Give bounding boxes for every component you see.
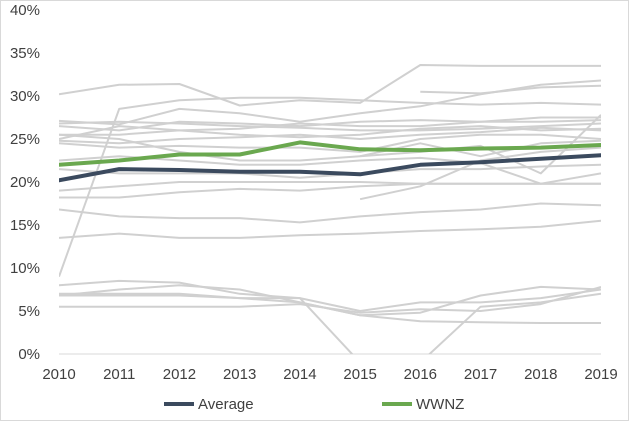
x-tick-label: 2018: [524, 366, 557, 383]
y-tick-label: 20%: [10, 174, 40, 191]
y-tick-label: 10%: [10, 260, 40, 277]
background-series-line: [59, 163, 601, 179]
background-series-line: [59, 64, 601, 107]
y-tick-label: 15%: [10, 217, 40, 234]
y-tick-label: 0%: [18, 346, 40, 363]
x-tick-label: 2016: [404, 366, 437, 383]
y-tick-label: 40%: [10, 2, 40, 19]
y-tick-label: 30%: [10, 88, 40, 105]
y-axis: 0% 5% 10% 15% 20% 25% 30% 35% 40%: [10, 2, 40, 363]
background-series-line: [59, 96, 601, 277]
x-tick-label: 2015: [343, 366, 376, 383]
legend-label-wwnz: WWNZ: [416, 396, 464, 413]
background-series-line: [59, 182, 601, 199]
series-line-wwnz: [59, 140, 601, 167]
background-series-line: [59, 219, 601, 239]
background-series-line: [59, 119, 601, 136]
background-series-line: [59, 202, 601, 224]
x-tick-label: 2019: [584, 366, 617, 383]
x-tick-label: 2013: [223, 366, 256, 383]
background-series-line: [59, 133, 601, 153]
x-tick-label: 2010: [42, 366, 75, 383]
legend: Average WWNZ: [164, 396, 464, 413]
legend-label-average: Average: [198, 396, 254, 413]
background-series-line: [420, 84, 601, 95]
x-tick-label: 2011: [103, 366, 135, 383]
x-tick-label: 2014: [283, 366, 316, 383]
y-tick-label: 5%: [18, 303, 40, 320]
background-series-line: [59, 292, 601, 354]
background-series-line: [59, 279, 601, 312]
x-tick-label: 2017: [464, 366, 497, 383]
x-axis: 2010 2011 2012 2013 2014 2015 2016 2017 2018 2019: [42, 366, 617, 383]
background-series-line: [59, 285, 601, 314]
background-series-line: [359, 139, 601, 158]
y-tick-label: 25%: [10, 131, 40, 148]
y-tick-label: 35%: [10, 45, 40, 62]
background-series-group: [59, 64, 601, 354]
x-tick-label: 2012: [163, 366, 196, 383]
series-line-average: [59, 153, 601, 183]
highlighted-series-group: [59, 140, 601, 183]
background-series-line: [59, 126, 601, 145]
